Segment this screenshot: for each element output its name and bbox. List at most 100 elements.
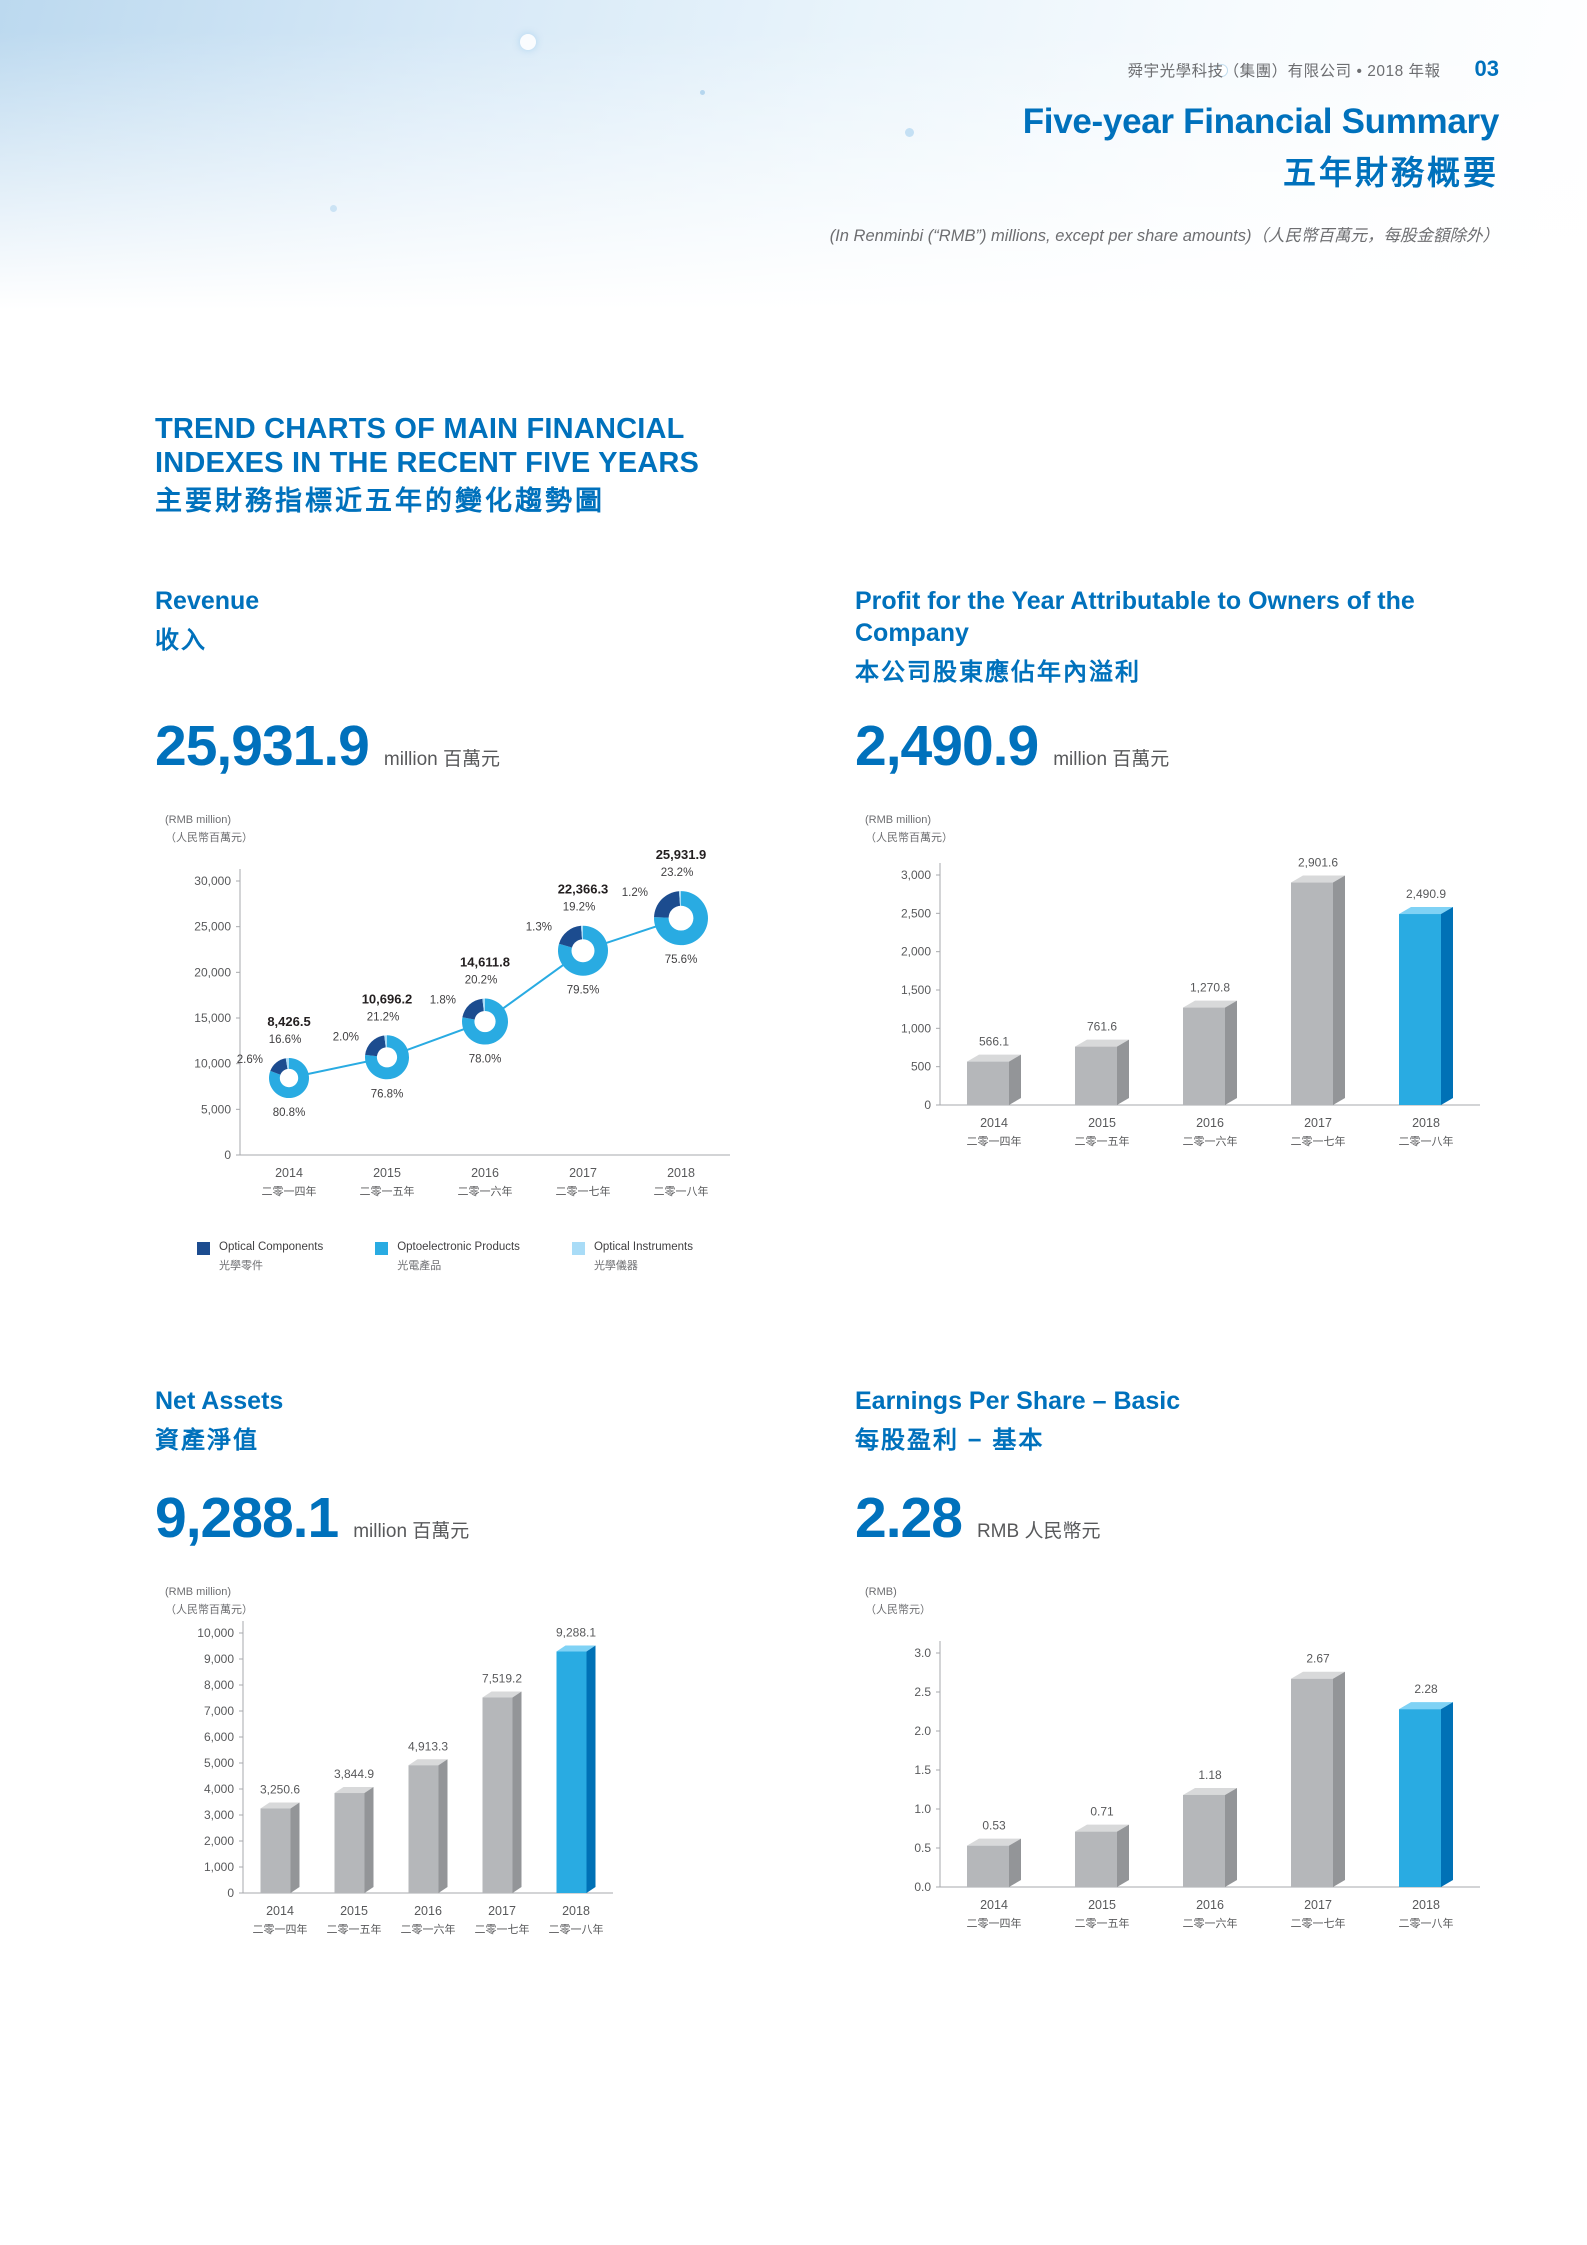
x-label-zh: 二零一七年	[1291, 1916, 1346, 1930]
bar	[1075, 1831, 1117, 1887]
bar-side	[1117, 1824, 1129, 1887]
legend-label-en: Optoelectronic Products	[397, 1241, 520, 1253]
x-label-year: 2017	[569, 1166, 597, 1180]
page-title-en: Five-year Financial Summary	[1022, 102, 1500, 141]
bar-top	[967, 1054, 1021, 1062]
point-value-label: 14,611.8	[460, 955, 510, 970]
company-name: 舜宇光學科技（集團）有限公司 • 2018 年報	[1127, 63, 1441, 80]
x-label-year: 2018	[1412, 1898, 1440, 1912]
decorative-background	[0, 0, 1587, 310]
bar-value-label: 1,270.8	[1190, 981, 1230, 995]
bar-top	[1399, 907, 1453, 915]
x-label-zh: 二零一八年	[654, 1184, 709, 1198]
point-value-label: 22,366.3	[558, 882, 609, 897]
bar	[1183, 1007, 1225, 1105]
revenue-headline-unit: million 百萬元	[383, 749, 501, 770]
net-assets-title-slot: Net Assets 資產淨值	[155, 1385, 795, 1485]
bar-top	[482, 1691, 522, 1698]
revenue-title-en: Revenue	[155, 587, 260, 615]
bar	[482, 1697, 513, 1893]
bar-top	[1075, 1824, 1129, 1832]
bar-top	[1291, 1671, 1345, 1679]
y-tick-label: 1,500	[901, 983, 931, 997]
bar-value-label: 2,490.9	[1406, 887, 1446, 901]
net-assets-headline-value: 9,288.1	[155, 1486, 339, 1550]
x-label-year: 2015	[340, 1904, 368, 1918]
decorative-dot	[330, 205, 337, 212]
x-label-zh: 二零一七年	[475, 1922, 530, 1936]
net-assets-chart: (RMB million) （人民幣百萬元） 0 1,000 2,000 3,000 4,0…	[165, 1586, 613, 1936]
revenue-headline: 25,931.9 million 百萬元	[155, 713, 795, 785]
y-tick-label: 0	[227, 1886, 234, 1900]
x-label-year: 2014	[980, 1116, 1008, 1130]
bar-side	[1009, 1838, 1021, 1887]
bar-value-label: 2.28	[1414, 1682, 1438, 1696]
legend-swatch	[375, 1242, 389, 1255]
bar-side	[290, 1802, 300, 1893]
net-assets-headline-unit: million 百萬元	[353, 1521, 470, 1542]
y-tick-label: 0	[924, 1098, 931, 1112]
profit-chart-block: Profit for the Year Attributable to Owne…	[855, 585, 1515, 1188]
y-tick-label: 0.0	[914, 1880, 931, 1894]
section-title-line2: INDEXES IN THE RECENT FIVE YEARS	[155, 446, 700, 479]
x-label-zh: 二零一八年	[1399, 1134, 1454, 1148]
y-tick-label: 4,000	[204, 1782, 234, 1796]
bar-value-label: 2.67	[1306, 1652, 1330, 1666]
pct-optoelectronic-products: 76.8%	[371, 1088, 404, 1100]
eps-headline: 2.28 RMB 人民幣元	[855, 1485, 1515, 1557]
bar-top	[1183, 1000, 1237, 1008]
bar-side	[1441, 907, 1453, 1105]
x-label-year: 2017	[1304, 1898, 1332, 1912]
bar-value-label: 4,913.3	[408, 1739, 448, 1753]
y-tick-label: 7,000	[204, 1704, 234, 1718]
bar	[556, 1651, 587, 1893]
bar-value-label: 3,250.6	[260, 1782, 300, 1796]
y-tick-label: 2,000	[204, 1834, 234, 1848]
pct-optical-components: 19.2%	[563, 902, 596, 914]
y-tick-label: 6,000	[204, 1730, 234, 1744]
x-label-year: 2015	[1088, 1898, 1116, 1912]
bar-value-label: 0.53	[982, 1819, 1006, 1833]
section-heading: TREND CHARTS OF MAIN FINANCIAL INDEXES I…	[155, 413, 699, 517]
section-title-line1: TREND CHARTS OF MAIN FINANCIAL	[155, 413, 685, 445]
point-value-label: 8,426.5	[267, 1014, 310, 1029]
legend-label-en: Optical Instruments	[593, 1241, 694, 1253]
axis-unit-en: (RMB million)	[165, 814, 231, 826]
x-label-year: 2014	[275, 1166, 303, 1180]
section-title-zh: 主要財務指標近五年的變化趨勢圖	[155, 485, 605, 516]
x-label-year: 2018	[562, 1904, 590, 1918]
bar	[967, 1061, 1009, 1105]
net-assets-title-zh: 資產淨值	[155, 1427, 259, 1454]
x-label-year: 2018	[667, 1166, 695, 1180]
y-tick-label: 10,000	[197, 1626, 234, 1640]
bar-top	[1399, 1702, 1453, 1710]
x-label-zh: 二零一四年	[967, 1916, 1022, 1930]
pct-optical-components: 21.2%	[367, 1011, 400, 1023]
y-tick-label: 5,000	[204, 1756, 234, 1770]
donut-hole	[668, 905, 694, 931]
y-tick-label: 20,000	[194, 965, 231, 979]
bar	[408, 1765, 439, 1893]
bar	[1291, 1678, 1333, 1887]
x-label-year: 2016	[1196, 1116, 1224, 1130]
x-label-zh: 二零一四年	[262, 1184, 317, 1198]
bar-top	[556, 1645, 596, 1652]
bar-side	[586, 1645, 596, 1893]
x-label-zh: 二零一五年	[360, 1184, 415, 1198]
axis-unit-zh: （人民幣元）	[865, 1603, 931, 1616]
legend-swatch	[197, 1242, 210, 1255]
bar-side	[1225, 1787, 1237, 1887]
revenue-chart: (RMB million) （人民幣百萬元） 0 5,000 10,000 15,000 2…	[165, 814, 730, 1198]
bar-top	[408, 1759, 448, 1766]
bar-value-label: 0.71	[1090, 1805, 1114, 1819]
eps-headline-value: 2.28	[855, 1486, 963, 1550]
page-title-zh: 五年財務概要	[1283, 154, 1499, 191]
y-tick-label: 5,000	[201, 1102, 231, 1116]
pct-optical-components: 16.6%	[269, 1034, 302, 1046]
bar-value-label: 3,844.9	[334, 1767, 374, 1781]
revenue-title-zh: 收入	[155, 627, 207, 654]
bar-value-label: 761.6	[1087, 1020, 1117, 1034]
axis-unit-zh: （人民幣百萬元）	[165, 831, 253, 844]
x-label-zh: 二零一四年	[967, 1134, 1022, 1148]
